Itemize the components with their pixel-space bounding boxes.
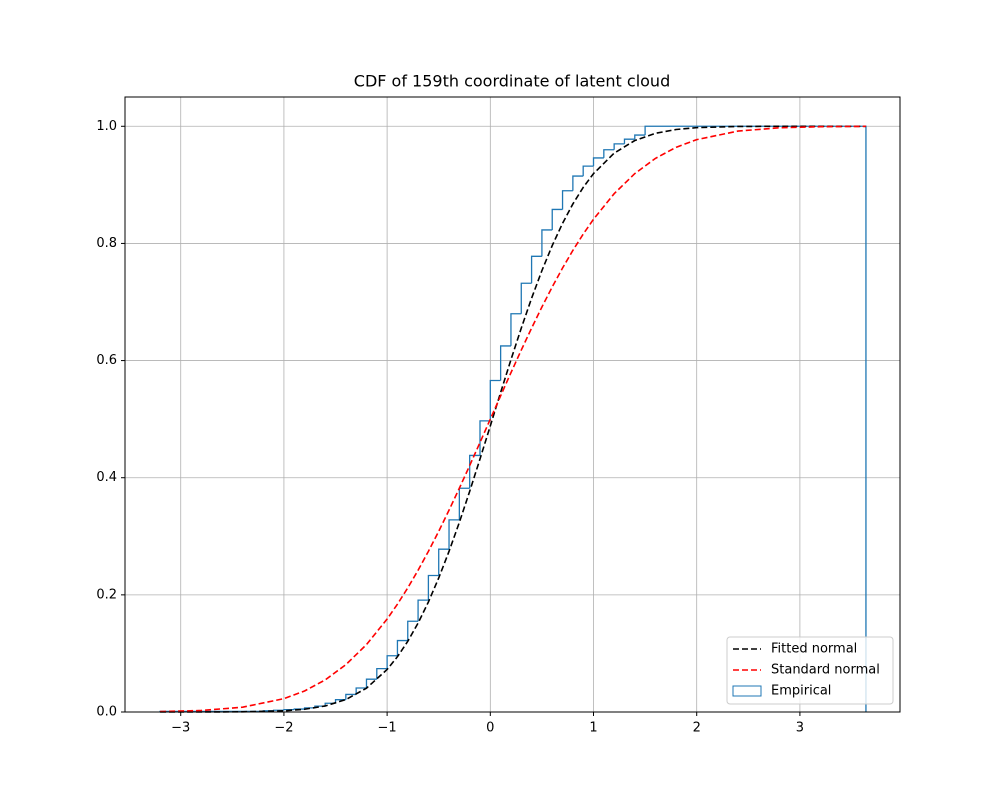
step-bin	[345, 693, 357, 700]
legend: Fitted normal Standard normal Empirical	[726, 636, 894, 705]
y-tick-label: 0.8	[96, 236, 117, 251]
y-tick-label: 0.2	[96, 587, 117, 602]
cdf-line	[160, 125, 866, 713]
chart-title: CDF of 159th coordinate of latent cloud	[354, 72, 670, 91]
x-tick-label: 1	[589, 721, 597, 736]
step-bin	[541, 229, 553, 257]
x-tick-label: 2	[693, 721, 701, 736]
step-bin	[530, 255, 542, 284]
step-bin	[427, 574, 439, 601]
step-bin	[407, 620, 419, 641]
legend-swatch	[732, 685, 762, 697]
step-bin	[365, 678, 377, 688]
step-bin	[520, 282, 532, 314]
step-bin	[603, 149, 615, 158]
step-bin	[551, 208, 563, 230]
legend-label: Empirical	[771, 684, 831, 699]
step-bin	[489, 379, 501, 421]
step-bin	[634, 134, 646, 140]
cdf-line	[160, 125, 866, 713]
step-bin	[417, 599, 429, 622]
step-bin	[376, 668, 388, 680]
y-tick-label: 1.0	[96, 119, 117, 134]
x-tick-label: −2	[274, 721, 293, 736]
legend-label: Fitted normal	[771, 642, 857, 657]
step-bin	[448, 519, 460, 550]
legend-label: Standard normal	[771, 663, 880, 678]
step-bin	[469, 454, 480, 489]
x-tick-label: −3	[171, 721, 190, 736]
step-bin	[438, 548, 450, 576]
step-bin	[396, 639, 408, 656]
step-bin	[510, 313, 522, 346]
y-tick-label: 0.4	[96, 470, 117, 485]
step-bin	[572, 175, 584, 191]
legend-box	[726, 636, 894, 705]
step-bin	[623, 138, 635, 144]
x-tick-label: 0	[486, 721, 494, 736]
y-tick-label: 0.0	[96, 705, 117, 720]
step-bin	[582, 165, 594, 177]
step-bin	[293, 708, 305, 710]
plot-frame	[124, 96, 901, 713]
step-bin	[592, 157, 604, 167]
step-bin	[499, 345, 511, 381]
step-bin	[355, 687, 367, 695]
y-tick-label: 0.6	[96, 353, 117, 368]
step-bin	[561, 190, 573, 210]
step-bin	[479, 420, 491, 456]
x-tick-label: −1	[378, 721, 397, 736]
step-bin	[613, 143, 625, 150]
step-bin	[386, 655, 398, 669]
x-tick-label: 3	[796, 721, 804, 736]
